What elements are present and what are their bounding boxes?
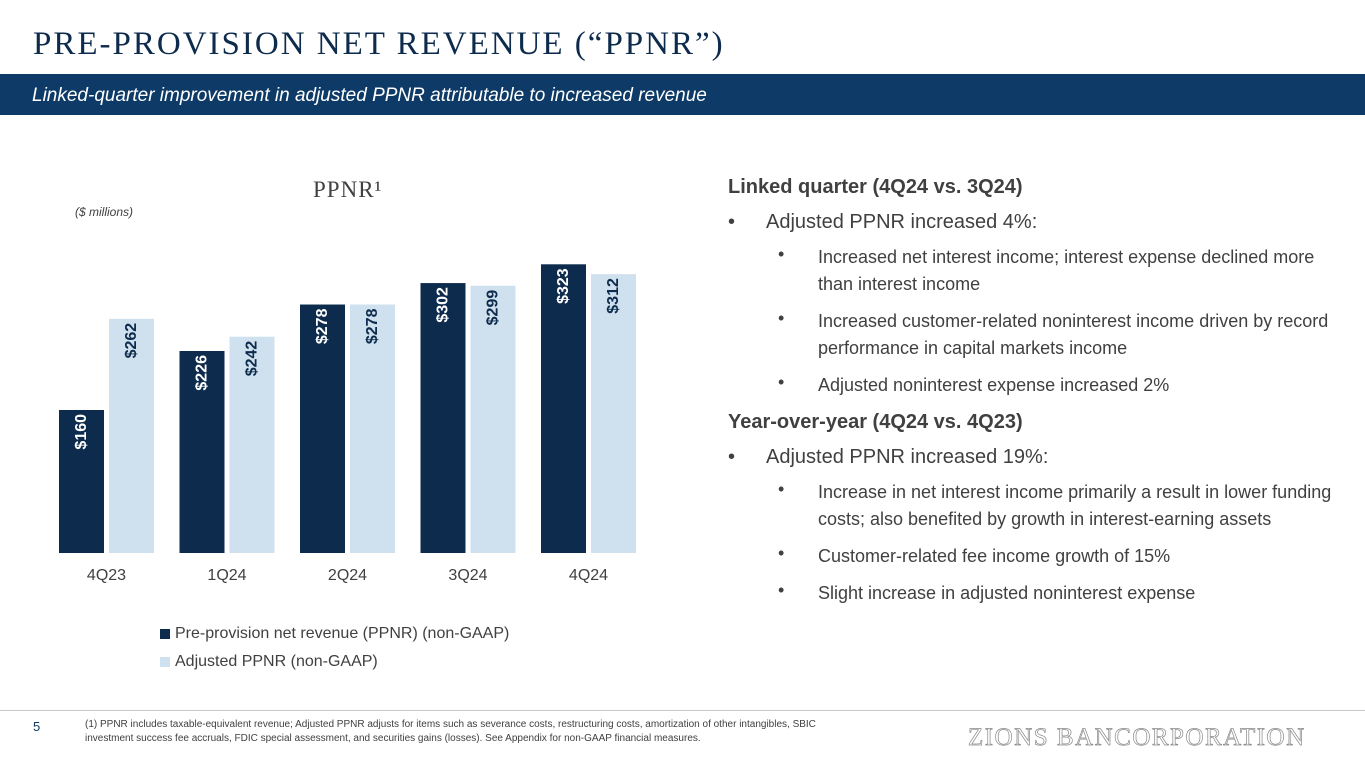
- footnote: (1) PPNR includes taxable-equivalent rev…: [85, 719, 816, 744]
- x-tick-label: 4Q24: [569, 567, 608, 584]
- legend-item-adjusted-ppnr: Adjusted PPNR (non-GAAP): [160, 648, 509, 676]
- sub-bullet: • Customer-related fee income growth of …: [728, 543, 1338, 570]
- bar-ppnr-3q24: [420, 283, 466, 553]
- bar-ppnr-1q24: [179, 351, 225, 553]
- data-label-ppnr-4q23: $160: [73, 414, 90, 450]
- bar-adjusted-ppnr-1q24: [229, 336, 275, 553]
- x-tick-label: 4Q23: [87, 567, 126, 584]
- data-label-ppnr-3q24: $302: [435, 287, 452, 323]
- bar-adjusted-ppnr-3q24: [470, 285, 516, 553]
- sub-bullet: • Slight increase in adjusted noninteres…: [728, 580, 1338, 607]
- bullet-icon: •: [778, 308, 785, 328]
- x-tick-label: 3Q24: [448, 567, 487, 584]
- bar-ppnr-4q24: [541, 264, 586, 553]
- bullet-icon: •: [728, 446, 736, 468]
- bullet-icon: •: [778, 479, 785, 499]
- bullet-icon: •: [778, 244, 785, 264]
- page-number: 5: [33, 719, 41, 734]
- sub-bullet-text: Increased customer-related noninterest i…: [818, 311, 1329, 358]
- bar-adjusted-ppnr-2q24: [350, 304, 395, 553]
- footer-divider: [0, 710, 1365, 711]
- sub-bullet: • Increased net interest income; interes…: [728, 244, 1338, 298]
- bar-ppnr-2q24: [300, 304, 345, 553]
- bullet-icon: •: [778, 543, 785, 563]
- bullet-text: Adjusted PPNR increased 19%:: [766, 446, 1049, 468]
- subtitle-text: Linked-quarter improvement in adjusted P…: [32, 85, 707, 106]
- legend-swatch-ppnr: [160, 629, 170, 639]
- chart-title: PPNR¹: [313, 177, 383, 202]
- legend-label-ppnr: Pre-provision net revenue (PPNR) (non-GA…: [175, 625, 510, 642]
- legend-swatch-adjusted-ppnr: [160, 657, 170, 667]
- sub-bullet-text: Increase in net interest income primaril…: [818, 482, 1332, 529]
- data-label-adjusted-ppnr-2q24: $278: [364, 308, 381, 344]
- linked-quarter-heading: Linked quarter (4Q24 vs. 3Q24): [728, 176, 1023, 198]
- bullet-icon: •: [778, 580, 785, 600]
- data-label-ppnr-1q24: $226: [194, 355, 211, 391]
- sub-bullet: • Increase in net interest income primar…: [728, 479, 1338, 533]
- page-title: PRE-PROVISION NET REVENUE (“PPNR”): [33, 26, 725, 62]
- year-over-year-heading: Year-over-year (4Q24 vs. 4Q23): [728, 411, 1023, 433]
- bullet-icon: •: [728, 211, 736, 233]
- data-label-ppnr-2q24: $278: [314, 308, 331, 344]
- sub-bullet-text: Slight increase in adjusted noninterest …: [818, 583, 1196, 603]
- chart-legend: Pre-provision net revenue (PPNR) (non-GA…: [160, 620, 509, 676]
- sub-bullet: • Adjusted noninterest expense increased…: [728, 372, 1338, 399]
- data-label-adjusted-ppnr-4q23: $262: [123, 323, 140, 359]
- bar-adjusted-ppnr-4q23: [109, 318, 154, 553]
- x-tick-label: 1Q24: [207, 567, 246, 584]
- data-label-adjusted-ppnr-4q24: $312: [605, 278, 622, 314]
- data-label-adjusted-ppnr-3q24: $299: [485, 290, 502, 326]
- legend-label-adjusted-ppnr: Adjusted PPNR (non-GAAP): [175, 653, 378, 670]
- company-logo: ZIONS BANCORPORATION: [968, 724, 1306, 752]
- sub-bullet-text: Adjusted noninterest expense increased 2…: [818, 375, 1170, 395]
- chart-units-note: ($ millions): [75, 205, 134, 219]
- data-label-ppnr-4q24: $323: [555, 268, 572, 304]
- sub-bullet-text: Increased net interest income; interest …: [818, 247, 1315, 294]
- bar-ppnr-4q23: [59, 409, 104, 553]
- sub-bullet-text: Customer-related fee income growth of 15…: [818, 546, 1171, 566]
- legend-item-ppnr: Pre-provision net revenue (PPNR) (non-GA…: [160, 620, 509, 648]
- bar-adjusted-ppnr-4q24: [591, 274, 636, 553]
- subtitle-banner: Linked-quarter improvement in adjusted P…: [0, 74, 1365, 115]
- ppnr-bar-chart: $160 $262 4Q23 $226 $242 1Q24 $278 $278 2Q24 $302…: [59, 264, 636, 584]
- bullet-text: Adjusted PPNR increased 4%:: [766, 211, 1038, 233]
- sub-bullet: • Increased customer-related noninterest…: [728, 308, 1338, 362]
- commentary-panel: Linked quarter (4Q24 vs. 3Q24) • Adjuste…: [728, 176, 1338, 607]
- bullet-icon: •: [778, 372, 785, 392]
- year-over-year-bullet: • Adjusted PPNR increased 19%:: [728, 446, 1338, 469]
- x-tick-label: 2Q24: [328, 567, 367, 584]
- data-label-adjusted-ppnr-1q24: $242: [244, 341, 261, 377]
- linked-quarter-bullet: • Adjusted PPNR increased 4%:: [728, 211, 1338, 234]
